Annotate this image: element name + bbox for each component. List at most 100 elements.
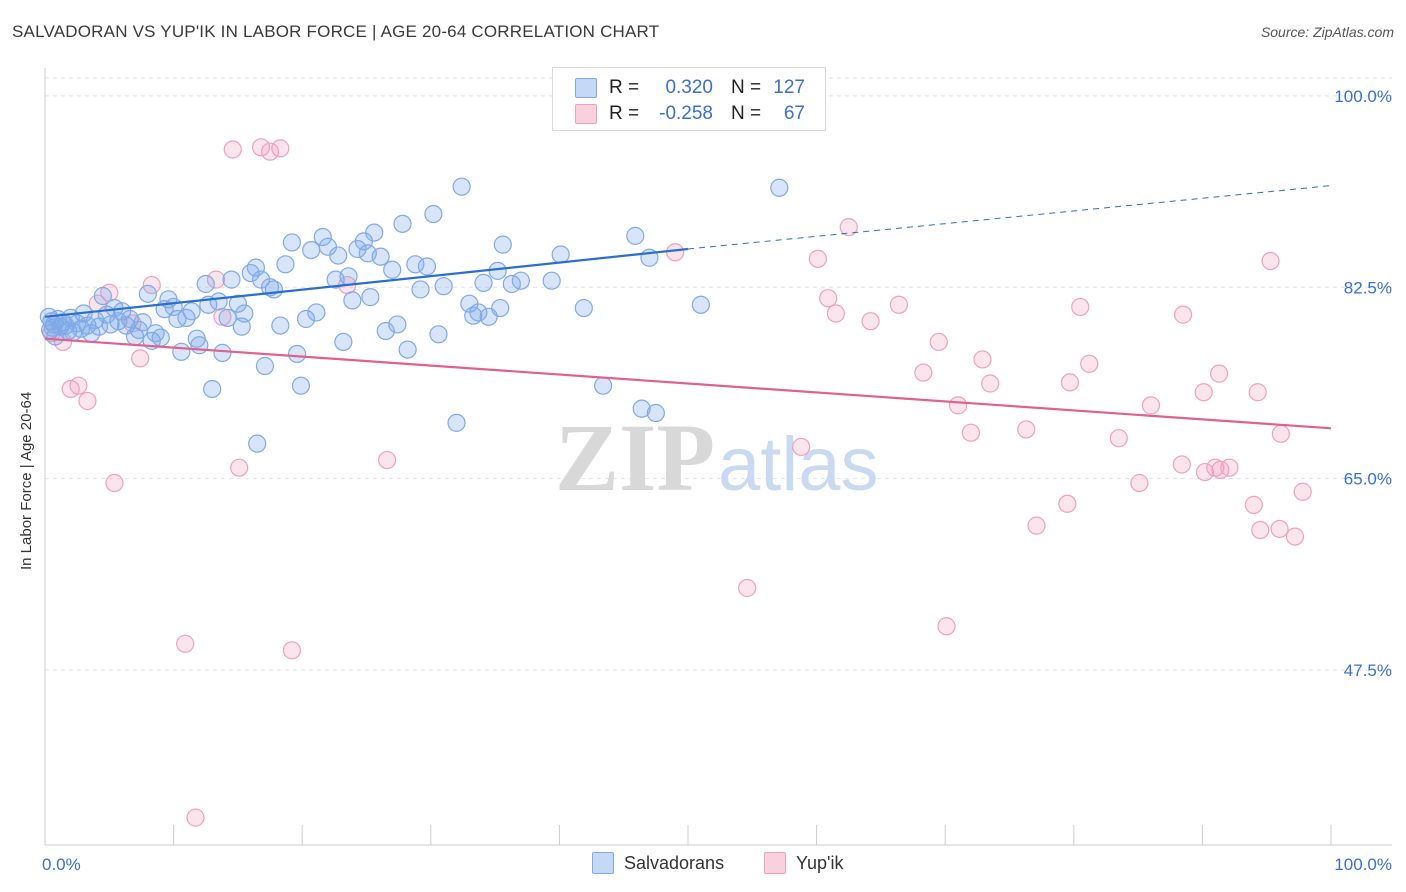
salvadoran-point [491, 298, 510, 318]
salvadoran-point [282, 233, 302, 252]
yupik-point [1071, 297, 1090, 317]
x-tick-label: 0.0% [42, 855, 81, 874]
yupik-point [1195, 462, 1215, 482]
yupik-point [961, 423, 981, 442]
salvadoran-point [151, 328, 170, 347]
yupik-point [914, 363, 933, 382]
salvadoran-point [138, 284, 157, 303]
salvadoran-point [447, 413, 466, 432]
salvadoran-point [429, 325, 448, 344]
yupik-point [981, 374, 1000, 393]
yupik-point [1060, 373, 1080, 392]
y-axis-label: In Labor Force | Age 20-64 [18, 391, 35, 570]
trend-lines [44, 185, 1332, 430]
watermark-atlas: atlas [718, 422, 879, 507]
salvadoran-point [218, 308, 237, 327]
yupik-point [105, 473, 124, 493]
salvadoran-point [241, 263, 260, 283]
salvadoran-point [464, 306, 483, 325]
salvadoran-point [222, 270, 241, 289]
salvadoran-point [417, 257, 437, 276]
legend-item-yupik[interactable]: Yup'ik [764, 852, 843, 874]
salvadoran-point [551, 245, 570, 264]
series-legend: Salvadorans Yup'ik [0, 852, 1406, 876]
salvadoran-point [493, 235, 512, 254]
salvadoran-point [203, 379, 222, 399]
salvadoran-point [248, 434, 267, 453]
yupik-point [1210, 364, 1229, 383]
salvadoran-point [388, 315, 407, 334]
salvadoran-point [770, 178, 789, 197]
yupik-point [973, 350, 992, 369]
salvadoran-point [626, 226, 645, 245]
grid-lines [45, 77, 1392, 671]
correlation-legend: R = 0.320 N = 127 R = -0.258 N = 67 [552, 67, 826, 131]
salvadoran-point [469, 303, 488, 322]
salvadoran-point [511, 271, 530, 290]
salvadoran-point [196, 274, 215, 294]
salvadoran-point [691, 295, 710, 314]
salvadoran-point [209, 292, 228, 311]
yupik-point [251, 138, 271, 157]
chart-title: SALVADORAN VS YUP'IK IN LABOR FORCE | AG… [12, 22, 660, 41]
salvadoran-point [113, 302, 132, 321]
yupik-point [1251, 520, 1270, 540]
salvadoran-point [302, 240, 321, 260]
y-tick-label: 47.5% [1344, 661, 1392, 680]
yupik-point [1194, 383, 1213, 402]
yupik-point [1270, 519, 1289, 539]
legend-label: Salvadorans [624, 852, 725, 873]
legend-r-value: 0.320 [665, 77, 713, 98]
yupik-point [1172, 455, 1191, 474]
yupik-point [142, 275, 161, 295]
yupik-point [1271, 424, 1290, 443]
legend-label: Yup'ik [796, 852, 844, 873]
yupik-point [1027, 516, 1046, 535]
x-tick-label: 100.0% [1334, 855, 1392, 874]
yupik-point [131, 349, 150, 368]
salvadoran-point [398, 340, 417, 359]
yupik-point [819, 289, 838, 308]
legend-r-value: -0.258 [659, 103, 713, 124]
salvadoran-point [235, 304, 254, 323]
salvadoran-point [264, 280, 284, 299]
salvadoran-point [93, 286, 112, 306]
legend-swatch-pink [575, 104, 597, 124]
yupik-point [937, 617, 956, 636]
salvadoran-point [172, 342, 191, 361]
salvadoran-point [190, 336, 209, 355]
yupik-point [1248, 383, 1267, 402]
yupik-point [861, 312, 880, 331]
legend-swatch-pink [764, 852, 786, 874]
yupik-point [377, 450, 397, 470]
yupik-point [1058, 494, 1077, 513]
legend-item-salvadorans[interactable]: Salvadorans [592, 852, 724, 874]
salvadoran-point [376, 321, 395, 341]
yupik-point [808, 249, 827, 268]
salvadoran-point [574, 298, 593, 318]
salvadoran-point [307, 303, 326, 322]
legend-r-label: R = [609, 103, 640, 124]
legend-row-salvadorans: R = 0.320 N = 127 [575, 76, 805, 100]
y-tick-label: 65.0% [1344, 470, 1392, 489]
salvadoran-point [276, 255, 295, 274]
yupik-point [260, 142, 280, 161]
yupik-point [1109, 429, 1128, 448]
salvadoran-point [296, 309, 316, 329]
legend-swatch-blue [575, 78, 597, 98]
yupik-trend-line [44, 337, 1332, 430]
yupik-point [176, 634, 195, 653]
salvadoran-point [228, 294, 247, 313]
salvadoran-point [488, 261, 507, 280]
salvadoran-point [291, 376, 311, 395]
salvadoran-point [246, 258, 266, 277]
salvadoran-point [343, 291, 362, 310]
salvadoran-point [182, 302, 201, 321]
yupik-point [839, 218, 858, 237]
salvadoran-point [434, 277, 453, 296]
legend-n-label: N = [731, 103, 762, 124]
salvadoran-point [406, 255, 425, 274]
salvadoran-trend-line [44, 247, 689, 318]
salvadoran-point [424, 204, 443, 224]
